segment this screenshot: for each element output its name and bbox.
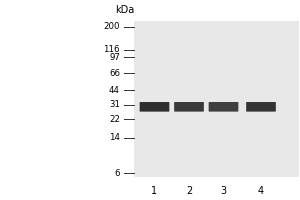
FancyBboxPatch shape: [246, 102, 276, 112]
Text: 14: 14: [109, 133, 120, 142]
Text: kDa: kDa: [115, 5, 134, 15]
Text: 4: 4: [258, 186, 264, 196]
Text: 31: 31: [109, 100, 120, 109]
Text: 6: 6: [115, 169, 120, 178]
Text: 116: 116: [103, 45, 120, 54]
Text: 44: 44: [109, 86, 120, 95]
FancyBboxPatch shape: [174, 102, 204, 112]
Text: 97: 97: [109, 53, 120, 62]
Text: 3: 3: [220, 186, 226, 196]
FancyBboxPatch shape: [209, 102, 238, 112]
Text: 1: 1: [152, 186, 158, 196]
FancyBboxPatch shape: [140, 102, 169, 112]
Text: 200: 200: [103, 22, 120, 31]
Text: 2: 2: [186, 186, 192, 196]
Text: 66: 66: [109, 69, 120, 78]
Text: 22: 22: [109, 115, 120, 124]
Bar: [134, 21, 298, 177]
